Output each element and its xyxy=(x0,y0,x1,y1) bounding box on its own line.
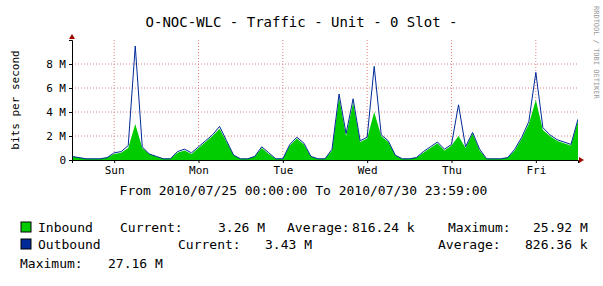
tick-label: 8 M xyxy=(46,58,66,71)
tick-label: Fri xyxy=(526,164,546,177)
stat-value: 3.26 M xyxy=(218,220,265,235)
tick: 0 xyxy=(59,154,72,167)
tick-mark xyxy=(69,88,72,89)
axis-line xyxy=(69,41,73,161)
tick-mark xyxy=(69,160,72,161)
tick: Fri xyxy=(526,160,546,177)
tick: 6 M xyxy=(46,82,72,95)
tick-mark xyxy=(114,160,115,163)
tick: Sun xyxy=(105,160,125,177)
axis-arrow xyxy=(579,157,584,163)
x-axis: Sun Mon Tue Wed Thu Fri xyxy=(73,160,579,177)
tick-mark xyxy=(69,112,72,113)
legend-swatch xyxy=(21,222,31,232)
tick-label: Tue xyxy=(273,164,293,177)
stat-label: Average: xyxy=(287,220,350,235)
grid-line xyxy=(72,112,578,113)
stat-label: Current: xyxy=(178,237,241,252)
line xyxy=(72,46,578,159)
grid-line xyxy=(282,40,283,160)
tick-label: 2 M xyxy=(46,130,66,143)
grid-line xyxy=(114,40,115,160)
tick-label: Wed xyxy=(358,164,378,177)
tick-mark xyxy=(367,160,368,163)
tick-mark xyxy=(283,160,284,163)
plot-area xyxy=(72,46,578,160)
tick: Thu xyxy=(442,160,462,177)
tick-mark xyxy=(452,160,453,163)
tick: 4 M xyxy=(46,106,72,119)
stat-value: 826.36 k xyxy=(525,237,588,252)
tick: Mon xyxy=(189,160,209,177)
grid xyxy=(72,40,578,160)
stat-value: 816.24 k xyxy=(352,220,415,235)
area xyxy=(72,98,578,160)
grid-line xyxy=(72,136,578,137)
grid-line xyxy=(72,64,578,65)
tick-label: 4 M xyxy=(46,106,66,119)
grid-line xyxy=(72,88,578,89)
tick-mark xyxy=(536,160,537,163)
tick: 2 M xyxy=(46,130,72,143)
legend-label: Inbound xyxy=(38,220,93,235)
chart: O-NOC-WLC - Traffic - Unit - 0 Slot - bit… xyxy=(0,0,603,286)
grid-line xyxy=(198,40,199,160)
tick: Tue xyxy=(273,160,293,177)
stat-label: Maximum: xyxy=(448,220,511,235)
stat-label: Current: xyxy=(120,220,183,235)
y-axis-label: bits per second xyxy=(9,50,22,149)
tick-label: 0 xyxy=(59,154,66,167)
legend: InboundCurrent:3.26 MAverage:816.24 kMax… xyxy=(20,220,588,271)
background xyxy=(0,0,603,286)
title: O-NOC-WLC - Traffic - Unit - 0 Slot - xyxy=(146,14,458,30)
stat-label: Maximum: xyxy=(20,256,83,271)
stat-value: 25.92 M xyxy=(533,220,588,235)
axis-line xyxy=(73,161,579,164)
tick-label: Sun xyxy=(105,164,125,177)
axis-arrow xyxy=(69,34,75,39)
tick-label: 6 M xyxy=(46,82,66,95)
subtitle: From 2010/07/25 00:00:00 To 2010/07/30 2… xyxy=(120,183,488,198)
stat-value: 3.43 M xyxy=(265,237,312,252)
watermark: RRDTOOL / TOBI OETIKER xyxy=(592,6,600,100)
y-axis: 0 2 M 4 M 6 M 8 M xyxy=(46,41,72,168)
tick-mark xyxy=(69,136,72,137)
stat-label: Average: xyxy=(438,237,501,252)
tick: 8 M xyxy=(46,58,72,71)
tick-mark xyxy=(69,64,72,65)
legend-label: Outbound xyxy=(38,237,101,252)
tick: Wed xyxy=(358,160,378,177)
tick-label: Thu xyxy=(442,164,462,177)
legend-swatch xyxy=(21,239,31,249)
tick-mark xyxy=(199,160,200,163)
tick-label: Mon xyxy=(189,164,209,177)
stat-value: 27.16 M xyxy=(108,256,163,271)
